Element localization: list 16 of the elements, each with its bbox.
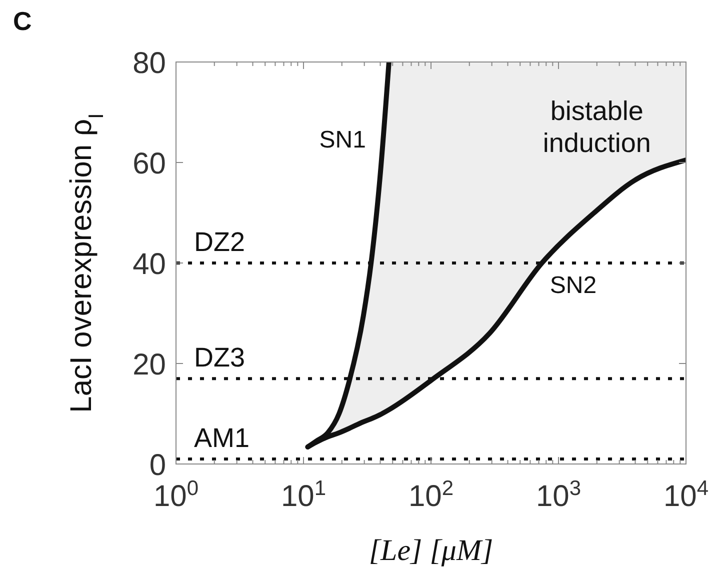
series-label: SN1 [319,126,366,154]
ref-line-label: AM1 [194,422,250,453]
ref-line-label: DZ3 [194,342,246,373]
series-label: SN2 [550,272,597,299]
y-tick-label: 80 [132,47,166,80]
chart-title: C [13,6,32,36]
x-tick-label: 10$^{4}$ [663,476,709,513]
y-tick-label: 60 [132,148,166,180]
x-axis-title: [Le] [μM] [368,534,494,567]
x-tick-label: 10$^{1}$ [280,476,326,513]
x-tick-label: 10$^{3}$ [536,476,582,513]
y-tick-label: 20 [132,348,166,382]
annotation: bistable induction [542,96,651,158]
ref-line-label: DZ2 [194,227,246,257]
x-tick-label: 10$^{2}$ [408,476,454,513]
y-tick-label: 40 [132,248,166,281]
